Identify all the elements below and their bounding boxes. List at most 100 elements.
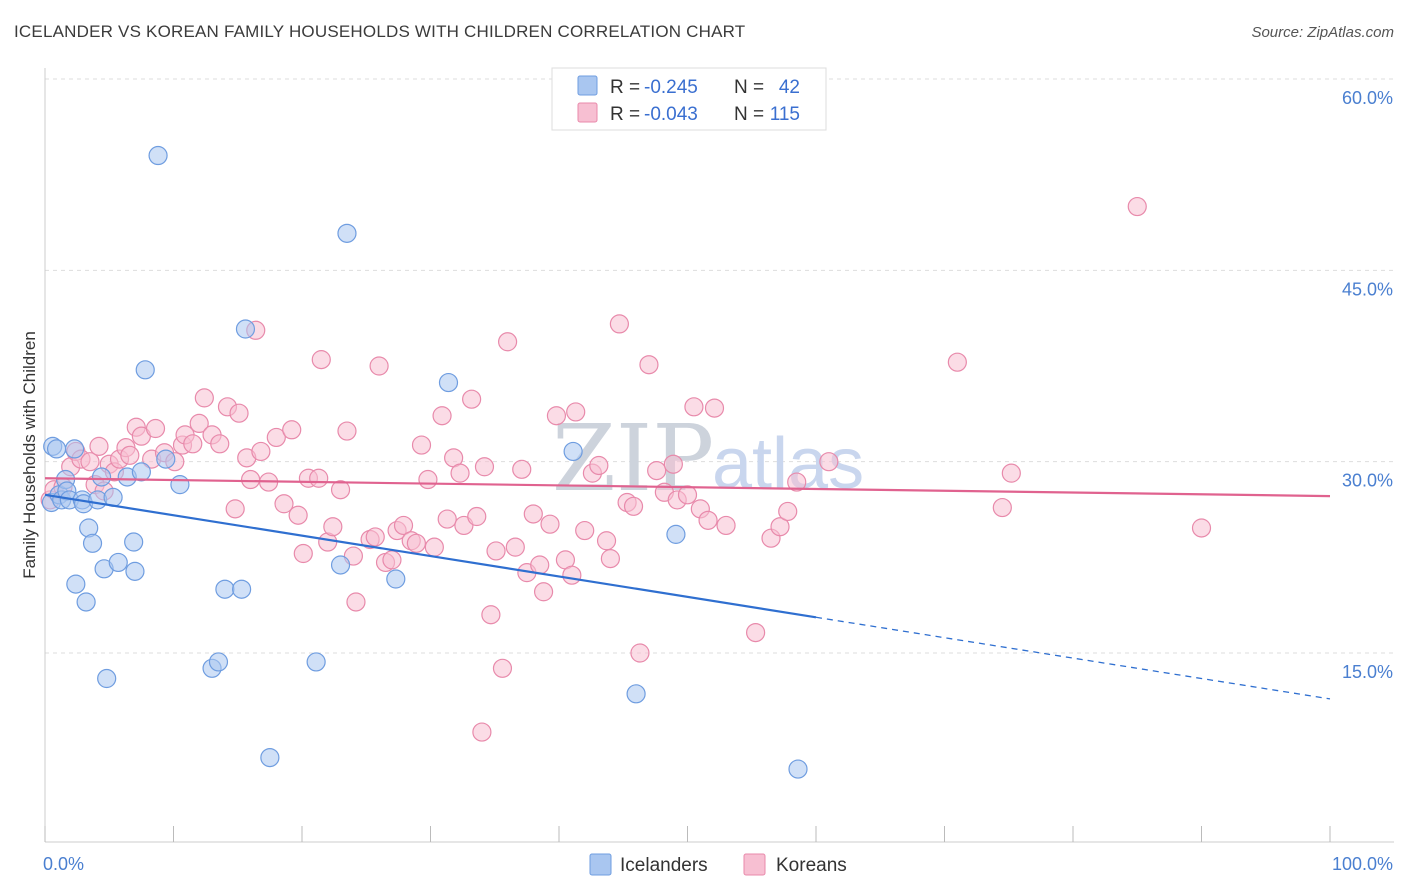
y-axis-label: Family Households with Children (20, 331, 39, 579)
legend-swatch-koreans (577, 102, 598, 123)
data-point-koreans (424, 537, 444, 557)
stats-legend: R = -0.245 N = 42 R = -0.043 N = 115 (551, 67, 827, 131)
data-point-icelanders (260, 747, 280, 768)
data-point-koreans (609, 314, 629, 334)
data-point-koreans (698, 510, 718, 530)
data-point-icelanders (125, 561, 145, 581)
legend-r-value-2: -0.043 (644, 104, 698, 125)
data-point-koreans (505, 537, 525, 557)
x-ticks (44, 826, 1331, 842)
data-point-koreans (947, 352, 967, 372)
data-point-koreans (596, 531, 617, 551)
data-point-koreans (770, 517, 790, 537)
y-axis-title: Family Households with Children (20, 331, 39, 579)
data-point-koreans (663, 454, 683, 474)
data-point-koreans (309, 468, 329, 488)
data-point-koreans (266, 427, 286, 448)
data-point-koreans (311, 350, 331, 370)
data-point-icelanders (788, 759, 808, 779)
trendlines (44, 477, 1331, 700)
data-point-koreans (467, 506, 487, 527)
x-tick-label: 0.0% (43, 854, 84, 874)
data-point-koreans (533, 582, 554, 602)
data-point-koreans (282, 420, 302, 440)
data-point-icelanders (170, 475, 190, 495)
data-point-koreans (512, 459, 532, 479)
chart-title: ICELANDER VS KOREAN FAMILY HOUSEHOLDS WI… (14, 22, 746, 41)
data-point-koreans (623, 496, 644, 516)
data-point-koreans (337, 421, 357, 441)
legend-r-value-1: -0.245 (644, 77, 698, 98)
data-point-icelanders (91, 467, 112, 487)
data-point-koreans (346, 592, 366, 612)
data-point-icelanders (82, 533, 103, 553)
legend-n-label-2: N = (734, 104, 764, 125)
data-point-icelanders (97, 668, 117, 689)
data-point-koreans (80, 452, 100, 472)
data-point-icelanders (337, 223, 357, 243)
data-point-icelanders (76, 592, 96, 612)
data-point-koreans (472, 722, 492, 742)
data-point-koreans (145, 418, 166, 439)
data-point-koreans (716, 515, 736, 536)
data-point-koreans (229, 403, 249, 423)
data-point-koreans (530, 555, 550, 575)
x-tick-label: 100.0% (1332, 854, 1393, 874)
data-point-icelanders (208, 652, 229, 672)
data-point-koreans (323, 517, 343, 537)
data-point-koreans (183, 434, 203, 454)
data-point-koreans (330, 480, 351, 500)
legend-n-label-1: N = (734, 77, 764, 98)
data-point-koreans (600, 549, 621, 569)
data-point-koreans (647, 460, 667, 481)
data-point-koreans (120, 445, 140, 465)
data-point-koreans (437, 509, 457, 529)
data-point-koreans (274, 494, 294, 514)
legend-swatch-icelanders (577, 75, 598, 96)
data-point-koreans (778, 501, 798, 522)
data-point-koreans (288, 505, 308, 525)
legend-r-label-2: R = (610, 104, 640, 125)
data-point-koreans (819, 452, 839, 472)
data-point-koreans (498, 332, 518, 352)
data-point-icelanders (108, 552, 128, 573)
data-point-koreans (1127, 196, 1147, 217)
y-tick-label: 45.0% (1342, 279, 1393, 299)
data-point-koreans (393, 515, 414, 536)
data-point-koreans (189, 413, 209, 433)
data-point-koreans (365, 527, 385, 547)
series-icelanders (41, 145, 808, 779)
data-point-icelanders (135, 360, 155, 380)
series-legend: Icelanders Koreans (589, 853, 847, 876)
gridlines (45, 78, 1394, 654)
data-point-icelanders (232, 579, 252, 599)
data-point-icelanders (124, 532, 144, 552)
data-point-koreans (546, 406, 567, 426)
data-point-koreans (481, 605, 501, 625)
data-point-koreans (418, 469, 438, 490)
data-point-icelanders (64, 439, 85, 459)
data-point-icelanders (438, 372, 459, 393)
data-point-koreans (1191, 518, 1212, 538)
data-point-koreans (677, 485, 698, 505)
watermark-atlas: atlas (712, 424, 864, 504)
data-point-koreans (462, 389, 482, 409)
data-point-koreans (486, 541, 506, 561)
data-point-koreans (450, 463, 470, 483)
data-point-koreans (562, 565, 582, 585)
data-point-koreans (369, 356, 389, 376)
series-koreans (40, 196, 1212, 742)
y-tick-label: 15.0% (1342, 662, 1393, 682)
data-point-icelanders (215, 579, 235, 599)
data-point-icelanders (563, 441, 583, 462)
data-point-koreans (406, 533, 426, 553)
data-point-koreans (684, 397, 704, 417)
data-point-koreans (382, 550, 402, 570)
data-point-icelanders (306, 652, 326, 672)
series-legend-label-koreans: Koreans (776, 855, 847, 876)
data-point-icelanders (131, 462, 151, 482)
data-point-koreans (566, 402, 586, 422)
legend-r-label-1: R = (610, 77, 640, 98)
data-point-icelanders (46, 439, 67, 459)
